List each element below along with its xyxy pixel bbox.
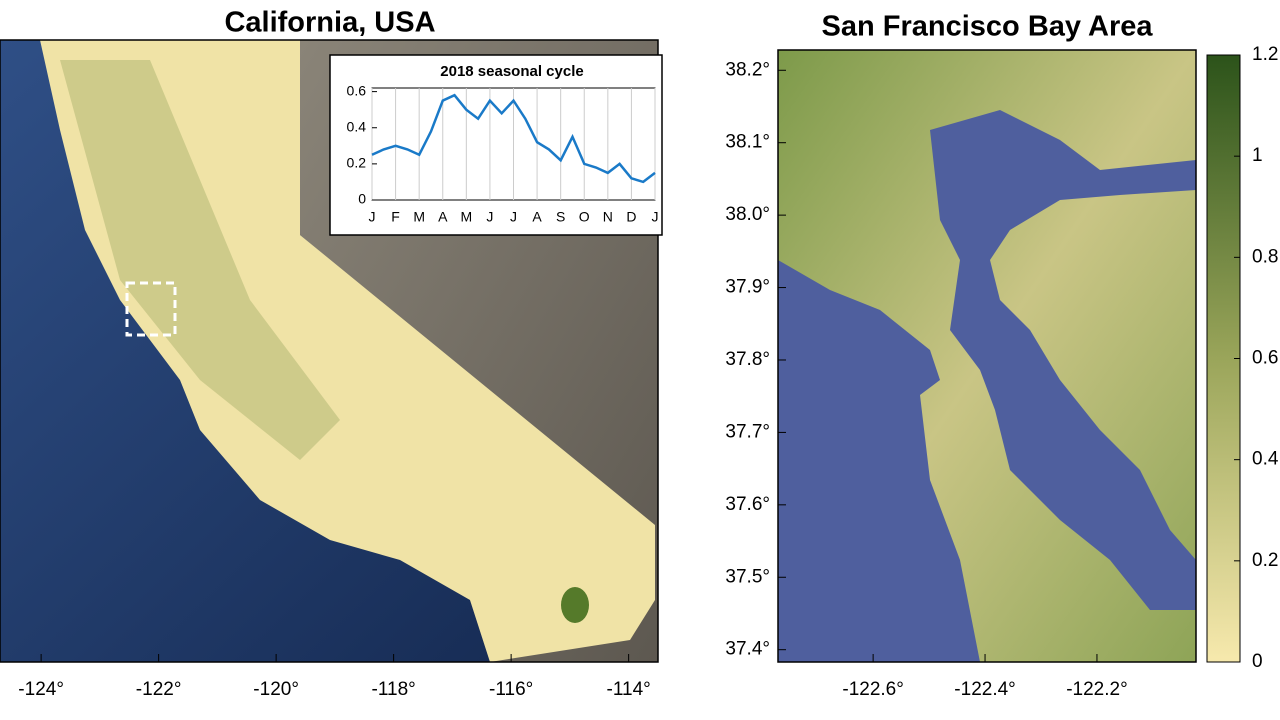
x-tick-label: D [626, 209, 636, 225]
x-tick-label: -122.4° [954, 679, 1015, 700]
x-tick-label: -122.6° [842, 679, 903, 700]
y-tick-label: 0.6 [347, 82, 367, 98]
vegetation [60, 60, 340, 460]
y-tick-label: 0.2 [347, 155, 367, 171]
colorbar-tick-label: 1.2 [1252, 44, 1278, 65]
x-tick-label: -118° [372, 679, 416, 700]
y-tick-label: 37.7° [725, 421, 770, 442]
y-tick-label: 37.6° [725, 494, 770, 515]
y-tick-label: 37.5° [725, 566, 770, 587]
y-tick-label: 37.9° [725, 277, 770, 298]
y-tick-label: 38.1° [725, 132, 770, 153]
x-tick-label: M [413, 209, 425, 225]
map-frame [777, 49, 1197, 663]
colorbar-tick-label: 0.6 [1252, 348, 1278, 369]
vegetation [561, 587, 589, 623]
x-tick-label: J [510, 209, 517, 225]
colorbar-tick-label: 0 [1252, 651, 1263, 672]
y-tick-label: 0.4 [347, 118, 367, 134]
colorbar-tick-label: 0.8 [1252, 246, 1278, 267]
y-tick-label: 38.2° [725, 59, 770, 80]
y-tick-label: 37.8° [725, 349, 770, 370]
inset-title: 2018 seasonal cycle [440, 63, 583, 80]
x-tick-label: -122.2° [1066, 679, 1127, 700]
colorbar-tick-label: 0.2 [1252, 550, 1278, 571]
x-tick-label: A [438, 209, 448, 225]
x-tick-label: F [391, 209, 400, 225]
x-tick-label: -122° [136, 679, 182, 700]
y-tick-label: 38.0° [725, 204, 770, 225]
x-tick-label: -116° [489, 679, 533, 700]
x-tick-label: J [652, 209, 659, 225]
inset-frame [329, 54, 663, 236]
x-tick-label: M [460, 209, 472, 225]
ocean [778, 260, 980, 662]
colorbar-tick-label: 0.4 [1252, 449, 1279, 470]
y-tick-label: 37.4° [725, 639, 770, 660]
colorbar-tick-label: 1 [1252, 145, 1263, 166]
map-frame [0, 39, 659, 663]
y-tick-label: 0 [358, 191, 366, 207]
x-tick-label: O [579, 209, 590, 225]
bay [930, 110, 1196, 610]
x-tick-label: A [532, 209, 542, 225]
data-line [371, 93, 656, 184]
bay-area-box [125, 281, 177, 337]
x-tick-label: J [369, 209, 376, 225]
x-tick-label: S [556, 209, 565, 225]
x-tick-label: -120° [253, 679, 299, 700]
title: California, USA [224, 7, 435, 39]
title: San Francisco Bay Area [822, 11, 1154, 43]
x-tick-label: -124° [18, 679, 64, 700]
x-tick-label: N [603, 209, 613, 225]
x-tick-label: -114° [607, 679, 651, 700]
x-tick-label: J [486, 209, 493, 225]
